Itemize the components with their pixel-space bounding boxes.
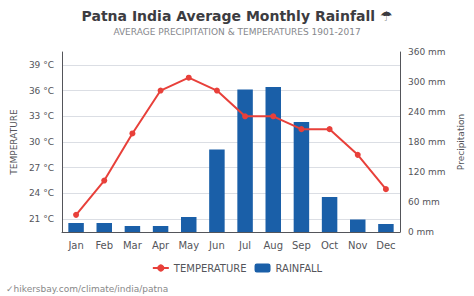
svg-text:360 mm: 360 mm [408, 47, 446, 57]
svg-text:24 °C: 24 °C [29, 188, 54, 198]
svg-text:Oct: Oct [321, 240, 338, 251]
svg-text:TEMPERATURE: TEMPERATURE [9, 109, 19, 176]
svg-text:Precipitation: Precipitation [456, 114, 466, 170]
svg-text:Patna India Average Monthly Ra: Patna India Average Monthly Rainfall ☂ [82, 8, 393, 24]
svg-text:Jan: Jan [67, 240, 83, 251]
svg-text:Apr: Apr [152, 240, 170, 251]
svg-text:Aug: Aug [263, 240, 283, 251]
svg-text:May: May [178, 240, 199, 251]
svg-text:Feb: Feb [95, 240, 113, 251]
svg-text:✓hikersbay.com/climate/india/p: ✓hikersbay.com/climate/india/patna [6, 284, 168, 294]
svg-text:33 °C: 33 °C [29, 111, 54, 121]
svg-text:27 °C: 27 °C [29, 163, 54, 173]
svg-text:180 mm: 180 mm [408, 137, 446, 147]
svg-text:Jun: Jun [208, 240, 225, 251]
svg-text:TEMPERATURE: TEMPERATURE [173, 263, 247, 274]
svg-text:300 mm: 300 mm [408, 77, 446, 87]
svg-text:Dec: Dec [376, 240, 395, 251]
svg-text:240 mm: 240 mm [408, 107, 446, 117]
svg-text:Nov: Nov [348, 240, 368, 251]
svg-text:21 °C: 21 °C [29, 214, 54, 224]
svg-text:60 mm: 60 mm [408, 197, 440, 207]
svg-text:RAINFALL: RAINFALL [276, 263, 323, 274]
svg-text:Mar: Mar [123, 240, 143, 251]
svg-text:39 °C: 39 °C [29, 60, 54, 70]
svg-text:30 °C: 30 °C [29, 137, 54, 147]
svg-text:Sep: Sep [292, 240, 311, 251]
svg-text:Jul: Jul [238, 240, 251, 251]
svg-text:120 mm: 120 mm [408, 167, 446, 177]
svg-text:36 °C: 36 °C [29, 86, 54, 96]
svg-text:0 mm: 0 mm [408, 227, 434, 237]
svg-text:AVERAGE PRECIPITATION & TEMPER: AVERAGE PRECIPITATION & TEMPERATURES 190… [113, 27, 360, 37]
